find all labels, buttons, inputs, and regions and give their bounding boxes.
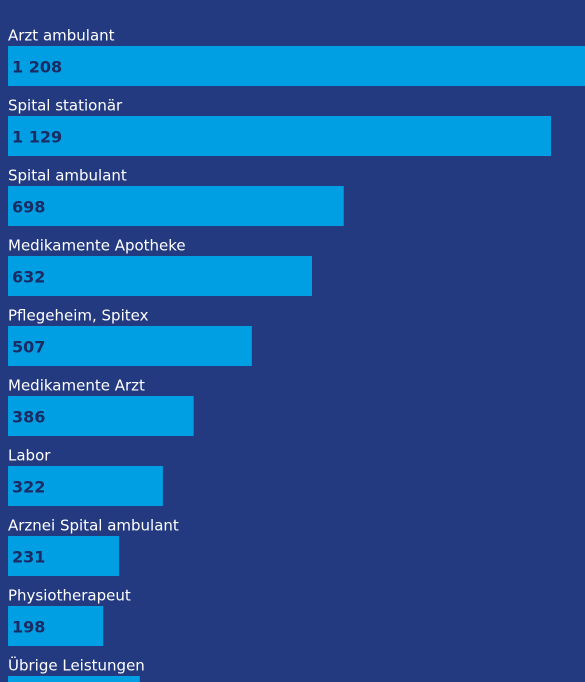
value-label: 1 208 — [12, 58, 62, 77]
bar — [8, 396, 194, 436]
bar — [8, 606, 104, 646]
bar — [8, 676, 140, 682]
category-label: Labor — [8, 447, 51, 465]
category-label: Pflegeheim, Spitex — [8, 307, 149, 325]
value-label: 231 — [12, 548, 45, 567]
category-label: Spital stationär — [8, 97, 123, 115]
bar — [8, 46, 585, 86]
category-label: Medikamente Apotheke — [8, 237, 186, 255]
category-label: Arznei Spital ambulant — [8, 517, 179, 535]
value-label: 322 — [12, 478, 45, 497]
value-label: 698 — [12, 198, 45, 217]
value-label: 198 — [12, 618, 45, 637]
bar — [8, 536, 120, 576]
category-label: Arzt ambulant — [8, 27, 115, 45]
bar — [8, 466, 163, 506]
bar — [8, 256, 312, 296]
value-label: 632 — [12, 268, 45, 287]
category-label: Physiotherapeut — [8, 587, 131, 605]
value-label: 1 129 — [12, 128, 62, 147]
bar — [8, 116, 552, 156]
category-label: Medikamente Arzt — [8, 377, 145, 395]
category-label: Übrige Leistungen — [8, 656, 145, 675]
bar — [8, 186, 344, 226]
value-label: 507 — [12, 338, 45, 357]
category-label: Spital ambulant — [8, 167, 127, 185]
value-label: 386 — [12, 408, 45, 427]
bar — [8, 326, 252, 366]
